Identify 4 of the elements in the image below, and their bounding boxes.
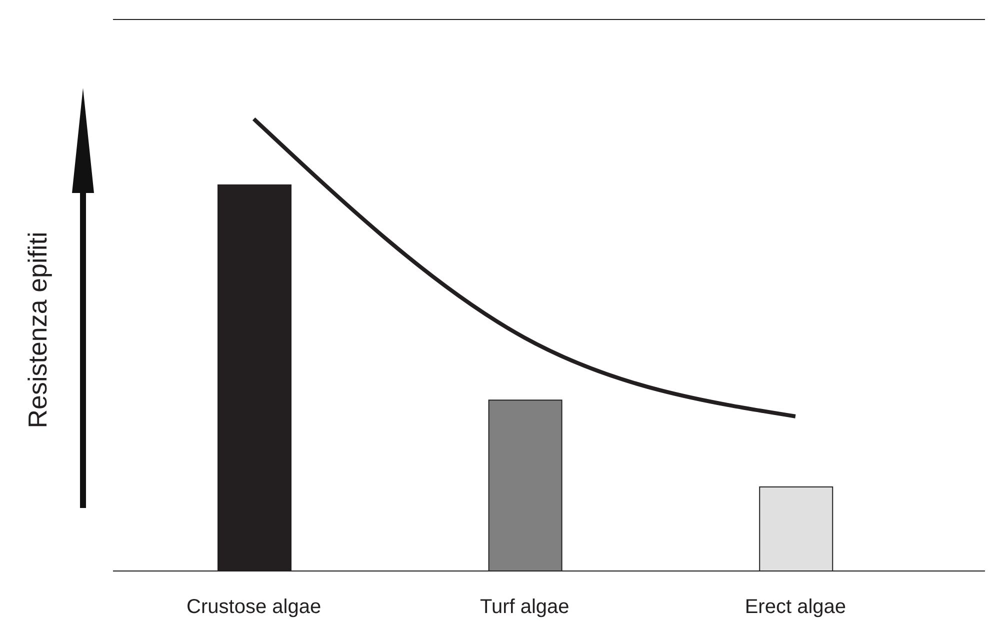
x-tick-label: Erect algae (744, 596, 846, 618)
x-tick-label: Turf algae (480, 596, 570, 618)
y-axis-title: Resistenza epifiti (22, 232, 54, 428)
x-tick-label: Crustose algae (186, 596, 322, 618)
